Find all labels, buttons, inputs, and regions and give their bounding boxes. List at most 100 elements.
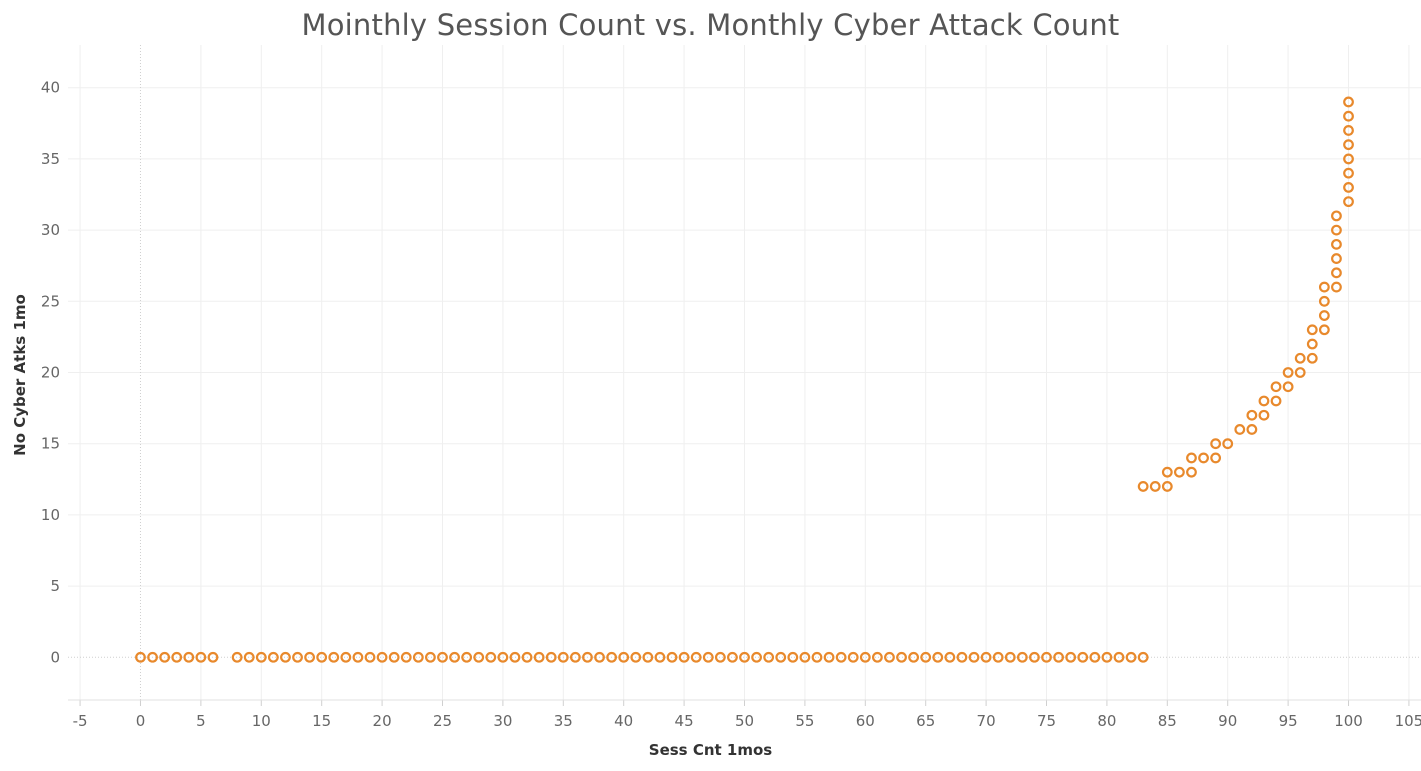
data-point (147, 651, 158, 663)
data-point (1258, 409, 1270, 421)
data-point (1222, 438, 1234, 450)
y-tick-label: 25 (41, 292, 60, 310)
data-point (1306, 352, 1318, 364)
data-point (1186, 452, 1197, 464)
data-point (135, 651, 146, 663)
data-point (775, 651, 787, 663)
data-point (485, 651, 497, 663)
data-point (497, 651, 509, 663)
data-point (533, 651, 545, 663)
x-tick-label: 105 (1395, 712, 1421, 730)
data-point (388, 651, 400, 663)
y-tick-label: 35 (41, 150, 60, 168)
data-point (1306, 324, 1318, 336)
data-point (183, 651, 195, 663)
x-tick-label: 15 (312, 712, 331, 730)
data-point (751, 651, 762, 663)
data-point (1029, 651, 1040, 663)
data-point (425, 651, 436, 663)
data-point (195, 651, 207, 663)
data-point (1318, 324, 1330, 336)
data-point (582, 651, 593, 663)
data-point (1210, 452, 1222, 464)
data-point (1294, 352, 1306, 364)
data-point (1077, 651, 1089, 663)
data-point (352, 651, 364, 663)
data-point (678, 651, 690, 663)
x-tick-label: 50 (735, 712, 754, 730)
data-point (932, 651, 944, 663)
x-tick-label: 35 (554, 712, 573, 730)
grid-lines (68, 45, 1421, 700)
data-point (267, 651, 279, 663)
y-tick-label: 10 (41, 506, 60, 524)
x-tick-label: 75 (1037, 712, 1056, 730)
y-tick-label: 40 (41, 79, 60, 97)
data-point (1149, 481, 1161, 492)
data-point (739, 651, 750, 663)
data-point (714, 651, 726, 663)
data-point (1294, 367, 1306, 378)
data-point (847, 651, 859, 663)
y-tick-label: 20 (41, 364, 60, 382)
data-point (1161, 481, 1173, 492)
data-point (255, 651, 267, 663)
x-tick-label: 5 (196, 712, 206, 730)
data-point (1101, 651, 1113, 663)
data-point (1331, 267, 1342, 279)
data-point (787, 651, 799, 663)
data-points (135, 96, 1354, 663)
data-point (1173, 466, 1185, 478)
x-tick-label: 20 (373, 712, 392, 730)
data-point (1210, 438, 1222, 450)
data-point (1041, 651, 1052, 663)
data-point (1089, 651, 1101, 663)
x-tick-label: 80 (1097, 712, 1116, 730)
data-point (364, 651, 376, 663)
data-point (509, 651, 521, 663)
data-point (304, 651, 316, 663)
data-point (1331, 281, 1342, 293)
data-point (1343, 110, 1354, 122)
y-tick-label: 5 (50, 577, 60, 595)
data-point (594, 651, 605, 663)
data-point (823, 651, 835, 663)
data-point (666, 651, 678, 663)
data-point (1343, 96, 1354, 108)
data-point (727, 651, 738, 663)
data-point (896, 651, 907, 663)
data-point (545, 651, 557, 663)
data-point (1137, 481, 1149, 492)
data-point (1270, 381, 1282, 393)
data-point (207, 651, 219, 663)
data-point (811, 651, 823, 663)
data-point (1282, 381, 1294, 393)
data-point (1234, 424, 1246, 435)
data-point (1198, 452, 1209, 464)
x-tick-label: 95 (1279, 712, 1298, 730)
data-point (1125, 651, 1137, 663)
data-point (1246, 424, 1258, 435)
x-tick-label: 0 (136, 712, 146, 730)
y-tick-label: 0 (50, 648, 60, 666)
x-tick-label: 70 (977, 712, 996, 730)
data-point (908, 651, 920, 663)
data-point (1331, 253, 1342, 264)
data-point (920, 651, 932, 663)
data-point (1004, 651, 1016, 663)
data-point (400, 651, 412, 663)
x-tick-label: 45 (675, 712, 694, 730)
data-point (1016, 651, 1028, 663)
data-point (992, 651, 1004, 663)
data-point (763, 651, 775, 663)
data-point (799, 651, 811, 663)
x-axis-ticks: -5 0 5 10 15 20 25 30 35 40 45 50 55 60 65 70 75 80 85 90 95… (68, 699, 1421, 730)
data-point (1318, 281, 1330, 293)
data-point (1282, 367, 1294, 378)
data-point (231, 651, 243, 663)
x-tick-label: 30 (493, 712, 512, 730)
data-point (1270, 395, 1282, 407)
data-point (316, 651, 328, 663)
data-point (1318, 295, 1330, 307)
